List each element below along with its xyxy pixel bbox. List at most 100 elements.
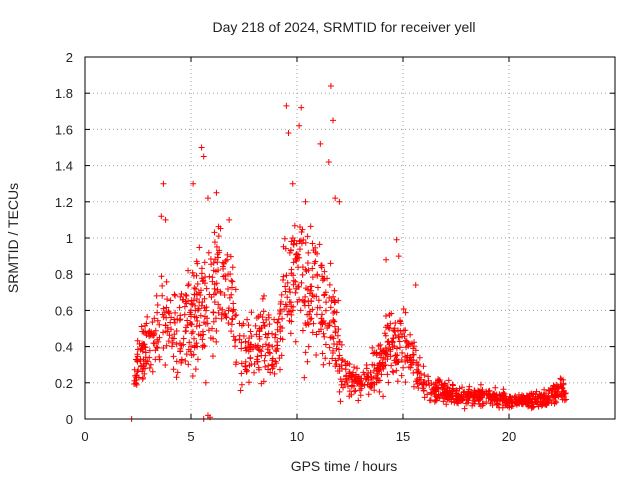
data-point [138,323,145,330]
data-point [259,295,266,302]
data-point [226,216,233,223]
data-point [264,346,271,353]
data-point [416,380,423,387]
data-point [316,241,323,248]
data-point [215,233,222,240]
data-point [165,338,172,345]
data-point [182,291,189,298]
data-point [198,144,205,151]
data-point [485,394,492,401]
y-tick-label: 0.2 [55,376,73,391]
data-point [229,316,236,323]
data-point [178,290,185,297]
data-point [230,333,237,340]
data-point [333,309,340,316]
data-point [132,356,139,363]
data-point [338,365,345,372]
data-point [458,396,465,403]
data-point [276,355,283,362]
y-tick-label: 0 [66,412,73,427]
data-point [327,334,334,341]
data-point [196,322,203,329]
data-point [210,318,217,325]
data-point [528,403,535,410]
data-point [338,341,345,348]
data-point [261,357,268,364]
data-point [228,291,235,298]
data-point [402,309,409,316]
data-point [256,325,263,332]
data-point [443,401,450,408]
data-point [560,380,567,387]
data-point [195,331,202,338]
data-point [322,341,329,348]
data-point [174,369,181,376]
data-point [199,278,206,285]
data-point [282,245,289,252]
y-tick-label: 1.8 [55,86,73,101]
data-point [176,304,183,311]
data-point [192,366,199,373]
data-point [332,299,339,306]
data-point [242,338,249,345]
data-point [249,346,256,353]
data-point [262,331,269,338]
data-point [552,394,559,401]
data-point [396,338,403,345]
data-point [160,329,167,336]
data-point [189,301,196,308]
data-point [256,366,263,373]
data-point [337,398,344,405]
data-point [297,307,304,314]
data-point [150,340,157,347]
data-point [368,382,375,389]
y-tick-label: 0.4 [55,340,73,355]
data-point [287,299,294,306]
data-point [555,393,562,400]
grid-lines [85,57,615,419]
data-point [373,349,380,356]
data-point [305,321,312,328]
data-point [244,316,251,323]
data-point [190,180,197,187]
data-point [162,322,169,329]
data-point [159,311,166,318]
data-point [295,251,302,258]
data-point [287,308,294,315]
data-point [146,333,153,340]
data-point [402,379,409,386]
data-point [338,381,345,388]
data-point [193,340,200,347]
data-point [407,331,414,338]
y-tick-label: 0.8 [55,267,73,282]
data-point [261,322,268,329]
data-point [307,316,314,323]
data-point [412,282,419,289]
data-point [330,335,337,342]
data-point [181,311,188,318]
data-point [198,265,205,272]
data-point [232,336,239,343]
data-point [305,343,312,350]
data-point [266,349,273,356]
data-point [340,384,347,391]
data-point [292,278,299,285]
data-point [188,300,195,307]
data-point [201,319,208,326]
data-point [261,292,268,299]
data-point [193,295,200,302]
data-point [362,376,369,383]
data-point [296,296,303,303]
data-point [163,314,170,321]
data-point [227,253,234,260]
data-point [329,355,336,362]
data-point [341,381,348,388]
data-point [519,401,526,408]
data-point [357,392,364,399]
data-point [213,243,220,250]
data-point [459,384,466,391]
data-point [144,313,151,320]
data-point [472,389,479,396]
data-point [395,253,402,260]
